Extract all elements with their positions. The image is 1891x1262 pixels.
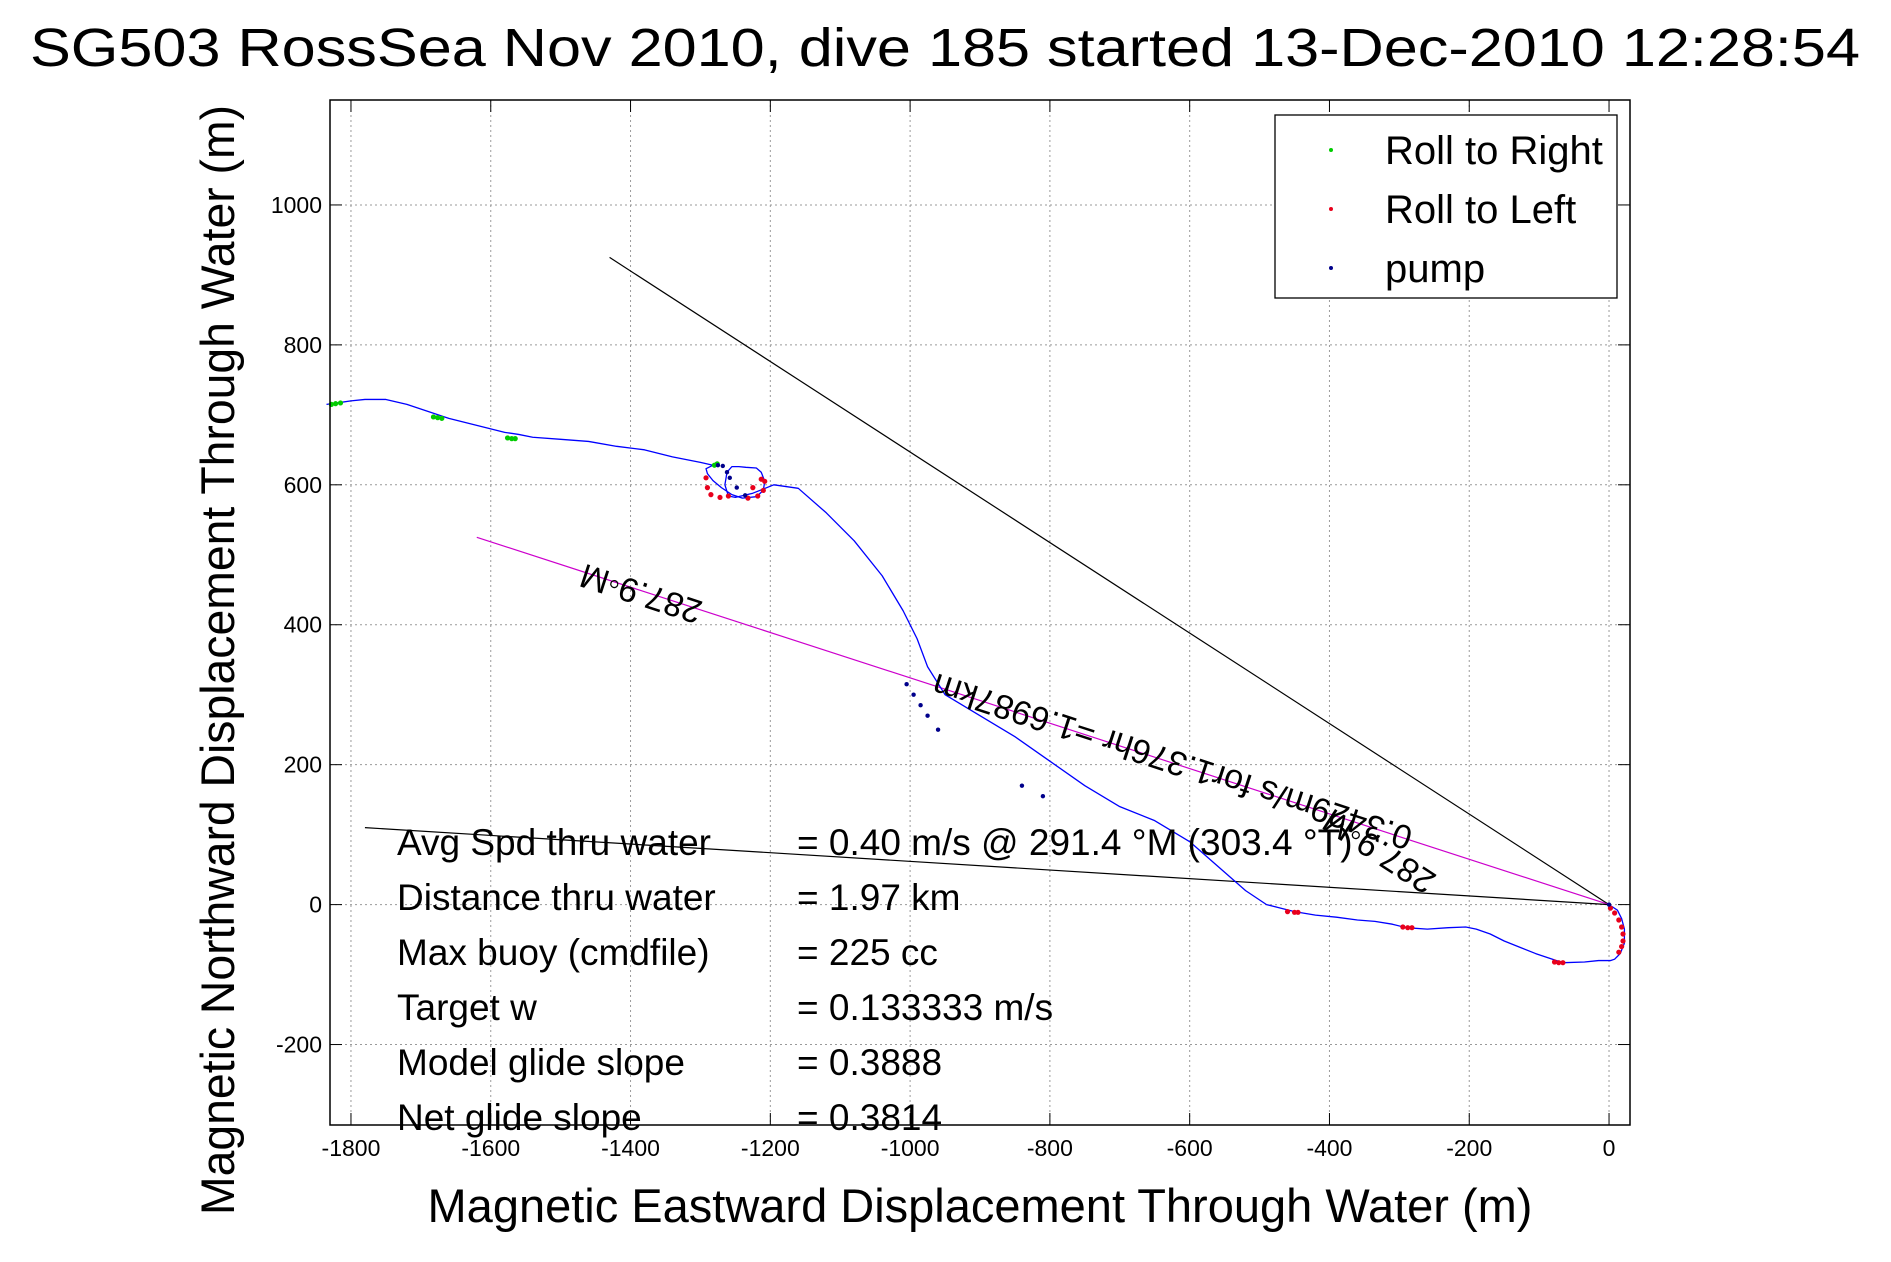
- dive-statistics: Avg Spd thru water = 0.40 m/s @ 291.4 °M …: [397, 822, 1353, 1138]
- y-tick-label: 200: [284, 752, 322, 778]
- reference-line: [609, 256, 1610, 906]
- roll-right-point: [435, 415, 441, 421]
- stat-label: Avg Spd thru water: [397, 822, 711, 863]
- roll-left-point: [750, 485, 756, 491]
- roll-left-point: [755, 493, 761, 499]
- y-tick-label: 1000: [271, 192, 322, 218]
- dive-track: [326, 398, 1626, 964]
- x-tick-label: 0: [1603, 1135, 1616, 1161]
- roll-left-point: [1405, 925, 1411, 931]
- legend-label: pump: [1385, 247, 1485, 291]
- roll-left-point: [1619, 943, 1625, 950]
- chart-title: SG503 RossSea Nov 2010, dive 185 started…: [30, 18, 1860, 78]
- roll-left-point: [703, 475, 709, 481]
- stat-value: = 0.3814: [797, 1097, 942, 1138]
- legend-marker: [1329, 148, 1333, 152]
- legend-label: Roll to Right: [1385, 129, 1603, 173]
- y-tick-label: 800: [284, 332, 322, 358]
- roll-right-point: [332, 401, 339, 407]
- roll-left-point: [1607, 905, 1614, 911]
- legend: Roll to Right Roll to Left pump: [1274, 114, 1618, 299]
- legend-marker: [1329, 207, 1333, 211]
- roll-left-point: [760, 487, 766, 494]
- stat-label: Net glide slope: [397, 1097, 642, 1138]
- pump-point: [1040, 793, 1046, 799]
- x-tick-label: -1400: [601, 1135, 660, 1161]
- pump-point: [727, 475, 732, 481]
- pump-point: [742, 493, 748, 498]
- roll-right-point: [439, 415, 445, 421]
- pump-point: [1019, 783, 1025, 788]
- roll-right-point: [512, 436, 518, 442]
- pump-point: [715, 463, 721, 468]
- pump-point: [925, 713, 930, 718]
- reference-line: [364, 827, 1610, 906]
- x-tick-label: -600: [1167, 1135, 1213, 1161]
- roll-right-point: [337, 400, 344, 406]
- roll-left-point: [1560, 960, 1566, 966]
- legend-label: Roll to Left: [1385, 188, 1576, 232]
- plot-frame: [329, 99, 1631, 1126]
- axis-ticks: -1800 -1600 -1400 -1200 -1000 -800 -600 -400 -20…: [271, 100, 1630, 1161]
- pump-point: [935, 727, 941, 732]
- roll-left-point: [1551, 959, 1558, 965]
- roll-left-point: [1616, 949, 1622, 955]
- pump-point: [720, 463, 725, 469]
- x-axis-label: Magnetic Eastward Displacement Through W…: [428, 1179, 1533, 1232]
- stat-label: Model glide slope: [397, 1042, 685, 1083]
- stat-label: Distance thru water: [397, 877, 716, 918]
- series-line: [326, 398, 1626, 964]
- roll-left-point: [1295, 909, 1301, 915]
- dive-markers: [328, 400, 1626, 966]
- roll-left-point: [1616, 917, 1622, 923]
- roll-right-point: [504, 435, 511, 441]
- roll-left-point: [1409, 925, 1415, 931]
- roll-left-point: [762, 478, 768, 484]
- roll-left-point: [1556, 960, 1562, 966]
- roll-left-point: [1619, 924, 1625, 930]
- roll-left-point: [725, 493, 731, 499]
- roll-left-point: [1284, 909, 1291, 915]
- legend-marker: [1329, 266, 1333, 270]
- roll-left-point: [1612, 910, 1618, 916]
- stat-value: = 0.40 m/s @ 291.4 °M (303.4 °T): [797, 822, 1353, 863]
- roll-left-point: [1620, 938, 1626, 944]
- roll-left-point: [717, 494, 723, 501]
- x-tick-label: -1600: [461, 1135, 520, 1161]
- pump-point: [734, 485, 739, 490]
- x-tick-label: -1000: [881, 1135, 940, 1161]
- x-tick-label: -200: [1446, 1135, 1492, 1161]
- pump-point: [1606, 902, 1612, 907]
- y-tick-label: 0: [309, 892, 322, 918]
- roll-left-point: [1400, 924, 1406, 930]
- stat-label: Target w: [397, 987, 537, 1028]
- pump-point: [904, 682, 909, 687]
- x-tick-label: -800: [1027, 1135, 1073, 1161]
- stat-value: = 0.133333 m/s: [797, 987, 1053, 1028]
- reference-lines: [364, 256, 1610, 906]
- roll-right-point: [430, 414, 437, 420]
- roll-left-point: [708, 492, 714, 498]
- stat-value: = 1.97 km: [797, 877, 961, 918]
- y-tick-label: 400: [284, 612, 322, 638]
- stat-label: Max buoy (cmdfile): [397, 932, 710, 973]
- pump-point: [724, 470, 730, 475]
- roll-left-point: [1620, 931, 1626, 937]
- x-tick-label: -400: [1306, 1135, 1352, 1161]
- stat-value: = 0.3888: [797, 1042, 942, 1083]
- stat-value: = 225 cc: [797, 932, 938, 973]
- x-tick-label: -1200: [741, 1135, 800, 1161]
- pump-point: [911, 692, 916, 697]
- roll-left-point: [704, 485, 711, 491]
- y-tick-label: 600: [284, 472, 322, 498]
- y-axis-label: Magnetic Northward Displacement Through …: [191, 105, 244, 1215]
- reference-line: [476, 536, 1610, 906]
- y-tick-label: -200: [276, 1032, 322, 1058]
- x-tick-label: -1800: [322, 1135, 381, 1161]
- pump-point: [918, 703, 923, 708]
